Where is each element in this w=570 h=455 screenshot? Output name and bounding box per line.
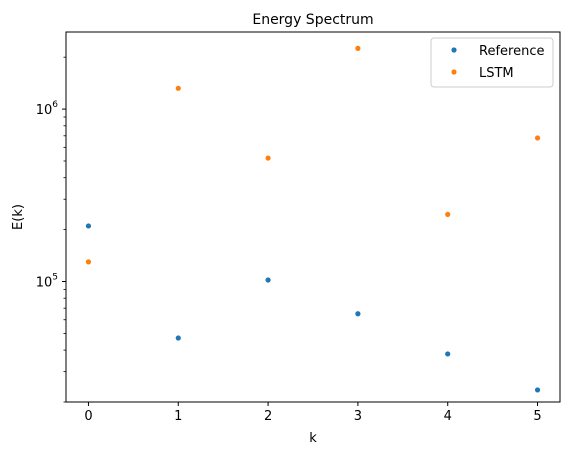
x-tick-label: 5 [533,409,541,424]
x-tick-label: 3 [354,409,362,424]
x-tick-label: 4 [444,409,452,424]
y-axis-label: E(k) [11,204,26,230]
x-tick-label: 0 [84,409,92,424]
data-point-lstm [445,211,451,218]
data-point-reference [265,277,271,283]
data-point-lstm [355,45,361,51]
legend-box [430,37,554,88]
data-point-reference [355,311,361,317]
data-point-lstm [85,259,92,265]
legend-marker-lstm [451,69,457,75]
legend-label-lstm: LSTM [479,66,514,81]
data-point-reference [445,351,451,357]
legend-label-reference: Reference [479,44,544,59]
x-axis-label: k [309,431,317,446]
x-tick-label: 1 [174,409,182,424]
chart-title: Energy Spectrum [252,12,373,28]
plot-area: 0 1 2 3 4 5 105 106 [36,45,542,424]
legend-marker-reference [451,47,457,53]
x-tick-label: 2 [264,409,272,424]
axes-frame [65,31,561,403]
data-point-lstm [534,135,541,141]
y-tick-label: 105 [36,272,58,290]
data-point-lstm [265,155,271,161]
data-point-reference [175,335,181,341]
data-point-reference [534,387,541,393]
y-tick-label: 106 [36,100,59,118]
legend: Reference LSTM [430,37,554,88]
data-point-lstm [175,85,181,91]
data-point-reference [85,223,92,229]
